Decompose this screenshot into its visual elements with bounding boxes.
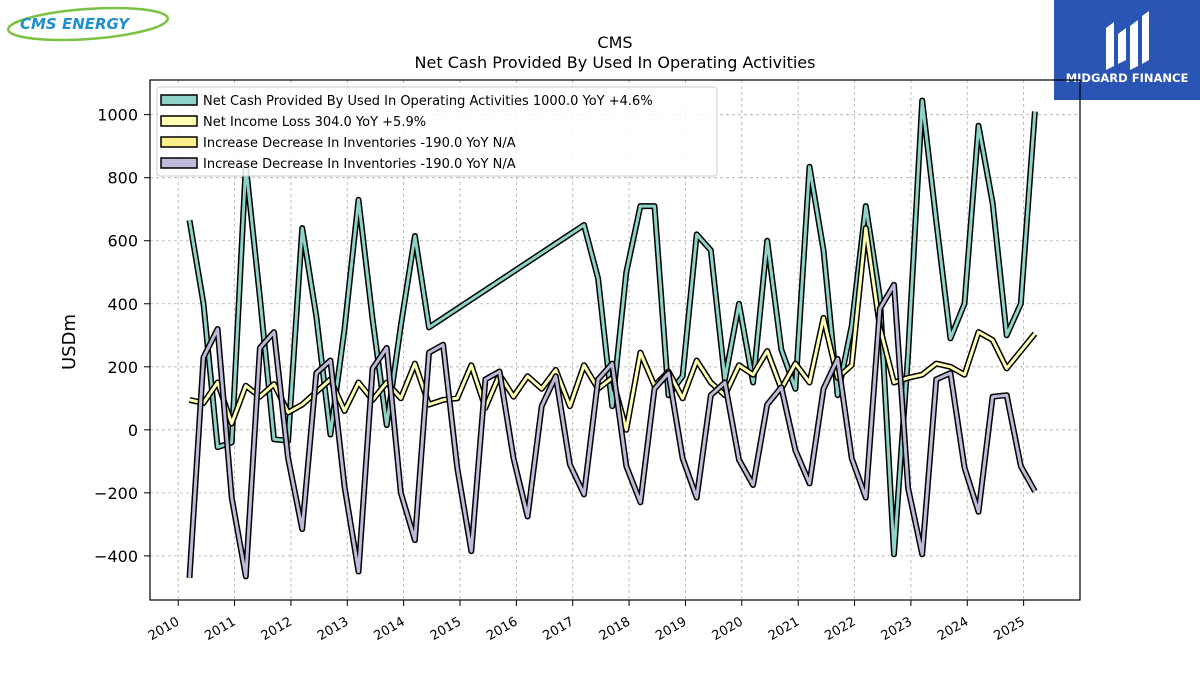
y-tick-label: 800	[107, 169, 138, 188]
x-tick-label: 2014	[371, 614, 407, 644]
x-tick-label: 2013	[315, 614, 351, 644]
legend-box	[156, 86, 718, 177]
x-axis: 2010 2011 2012 2013 2014 2015 2016 2017 2018 2019…	[146, 600, 1028, 644]
plot-frame	[149, 79, 1081, 601]
legend-label: Increase Decrease In Inventories -190.0 …	[203, 157, 516, 172]
x-tick-label: 2012	[259, 614, 295, 644]
y-tick-label: 0	[128, 421, 138, 440]
midgard-text: MIDGARD FINANCE	[1066, 71, 1189, 85]
cms-energy-logo: CMS ENERGY	[0, 0, 180, 52]
legend-swatch	[160, 94, 198, 106]
x-tick-label: 2025	[991, 614, 1027, 644]
x-tick-label: 2022	[822, 614, 858, 644]
chart-subtitle: Net Cash Provided By Used In Operating A…	[415, 53, 816, 72]
x-tick-label: 2011	[202, 614, 238, 644]
x-tick-label: 2018	[597, 614, 633, 644]
x-tick-label: 2017	[541, 614, 577, 644]
legend-swatch	[160, 115, 198, 127]
x-tick-label: 2024	[935, 614, 971, 644]
y-tick-label: 600	[107, 232, 138, 251]
series-line-0	[188, 99, 1037, 556]
x-tick-label: 2015	[428, 614, 464, 644]
midgard-finance-logo: MIDGARD FINANCE	[1054, 0, 1200, 100]
legend-label: Net Income Loss 304.0 YoY +5.9%	[203, 115, 426, 130]
midgard-emblem-icon	[1106, 11, 1149, 70]
y-tick-label: 200	[107, 358, 138, 377]
logo-swoosh	[6, 6, 170, 42]
legend-swatch	[160, 157, 198, 169]
series-line-3	[188, 283, 1037, 578]
x-tick-label: 2021	[766, 614, 802, 644]
x-tick-label: 2019	[653, 614, 689, 644]
x-tick-label: 2010	[146, 614, 182, 644]
logo-text: CMS ENERGY	[20, 15, 131, 33]
y-tick-label: −400	[94, 547, 138, 566]
x-tick-label: 2020	[710, 614, 746, 644]
x-tick-label: 2023	[879, 614, 915, 644]
series-lines	[186, 97, 1038, 580]
legend-label: Net Cash Provided By Used In Operating A…	[203, 94, 653, 109]
y-axis-label: USDm	[59, 314, 80, 370]
legend-label: Increase Decrease In Inventories -190.0 …	[203, 136, 516, 151]
y-tick-label: 400	[107, 295, 138, 314]
legend: Net Cash Provided By Used In Operating A…	[156, 86, 718, 177]
y-tick-label: 1000	[97, 106, 138, 125]
y-axis: −400 −200 0 200 400 600 800 1000	[94, 106, 150, 566]
x-tick-label: 2016	[484, 614, 520, 644]
y-tick-label: −200	[94, 484, 138, 503]
legend-swatch	[160, 136, 198, 148]
chart-title: CMS	[597, 33, 632, 52]
